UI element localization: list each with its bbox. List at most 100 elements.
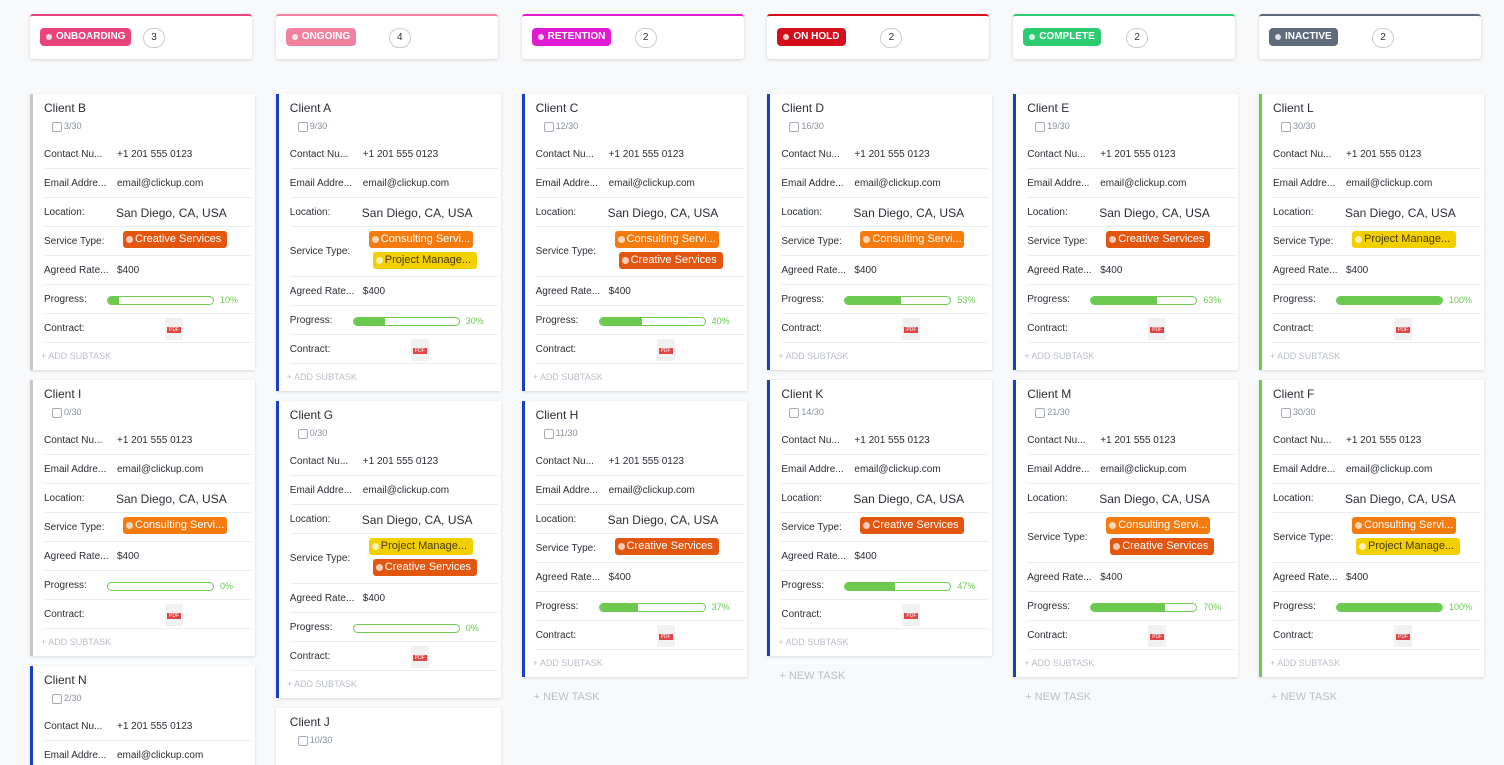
task-card[interactable]: Client A 9/30 Contact Nu... +1 201 555 0123… (275, 94, 501, 391)
status-badge[interactable]: ON HOLD (777, 28, 846, 46)
row-separator (289, 475, 498, 476)
status-badge[interactable]: ONBOARDING (40, 28, 132, 46)
field-label: Progress: (781, 579, 825, 591)
progress-bar (107, 295, 214, 305)
service-tag[interactable]: Project Manage... (1356, 538, 1460, 555)
card-title[interactable]: Client K (781, 387, 824, 401)
field-label: Service Type: (1027, 235, 1088, 247)
pdf-icon[interactable]: PDF (165, 317, 183, 340)
add-subtask[interactable]: + ADD SUBTASK (1024, 658, 1095, 668)
field-label: Location: (44, 206, 85, 218)
task-card[interactable]: Client H 11/30 Contact Nu... +1 201 555 012… (521, 401, 747, 677)
status-badge[interactable]: RETENTION (531, 28, 612, 46)
service-tag[interactable]: Consulting Servi... (1106, 517, 1211, 534)
task-card[interactable]: Client E 19/30 Contact Nu... +1 201 555 012… (1013, 94, 1239, 370)
task-card[interactable]: Client C 12/30 Contact Nu... +1 201 555 012… (521, 94, 747, 391)
pdf-icon[interactable]: PDF (1394, 317, 1412, 340)
pdf-icon[interactable]: PDF (902, 603, 921, 626)
add-subtask[interactable]: + ADD SUBTASK (778, 351, 849, 361)
card-title[interactable]: Client D (781, 101, 825, 115)
add-subtask[interactable]: + ADD SUBTASK (286, 372, 357, 382)
task-card[interactable]: Client J 10/30 (275, 708, 501, 765)
card-title[interactable]: Client M (1027, 387, 1072, 401)
status-badge[interactable]: COMPLETE (1023, 28, 1101, 46)
new-task[interactable]: + NEW TASK (1025, 691, 1092, 703)
add-subtask[interactable]: + ADD SUBTASK (1024, 351, 1095, 361)
row-separator (289, 276, 498, 277)
pdf-icon[interactable]: PDF (1148, 624, 1167, 647)
service-tag[interactable]: Project Manage... (368, 538, 473, 555)
add-subtask[interactable]: + ADD SUBTASK (41, 351, 112, 361)
row-separator (781, 599, 990, 600)
pdf-icon[interactable]: PDF (165, 603, 183, 626)
service-tag[interactable]: Consulting Servi... (1352, 517, 1456, 534)
pdf-icon[interactable]: PDF (1394, 624, 1412, 647)
service-tag[interactable]: Project Manage... (1352, 231, 1456, 248)
pdf-icon[interactable]: PDF (1148, 317, 1167, 340)
add-subtask[interactable]: + ADD SUBTASK (532, 372, 603, 382)
service-tag[interactable]: Creative Services (860, 517, 965, 534)
field-value: +1 201 555 0123 (608, 455, 684, 467)
field-value: +1 201 555 0123 (608, 148, 684, 160)
field-label: Email Addre... (535, 484, 598, 496)
task-card[interactable]: Client M 21/30 Contact Nu... +1 201 555 012… (1013, 380, 1239, 677)
pdf-icon[interactable]: PDF (410, 645, 429, 668)
new-task[interactable]: + NEW TASK (1271, 691, 1337, 703)
card-title[interactable]: Client H (535, 408, 579, 422)
tag-icon (621, 257, 629, 264)
task-card[interactable]: Client F 30/30 Contact Nu... +1 201 555 012… (1259, 380, 1484, 677)
task-card[interactable]: Client B 3/30 Contact Nu... +1 201 555 0123… (30, 94, 255, 370)
add-subtask[interactable]: + ADD SUBTASK (286, 679, 357, 689)
service-tag[interactable]: Consulting Servi... (860, 231, 965, 248)
add-subtask[interactable]: + ADD SUBTASK (1270, 351, 1341, 361)
row-separator (1273, 197, 1481, 198)
task-card[interactable]: Client D 16/30 Contact Nu... +1 201 555 012… (767, 94, 993, 370)
pdf-icon[interactable]: PDF (656, 624, 675, 647)
task-card[interactable]: Client G 0/30 Contact Nu... +1 201 555 0123… (275, 401, 501, 698)
task-card[interactable]: Client I 0/30 Contact Nu... +1 201 555 0123… (30, 380, 255, 656)
service-tag[interactable]: Creative Services (1110, 538, 1215, 555)
add-subtask[interactable]: + ADD SUBTASK (778, 637, 849, 647)
subtask-count: 16/30 (801, 121, 824, 131)
status-badge[interactable]: INACTIVE (1269, 28, 1338, 46)
service-tag[interactable]: Creative Services (614, 538, 719, 555)
add-subtask[interactable]: + ADD SUBTASK (532, 658, 603, 668)
field-label: Location: (781, 206, 822, 218)
pdf-icon[interactable]: PDF (656, 338, 675, 361)
service-tag[interactable]: Consulting Servi... (368, 231, 473, 248)
card-title[interactable]: Client N (44, 673, 87, 687)
row-separator (781, 313, 990, 314)
card-title[interactable]: Client F (1273, 387, 1315, 401)
card-title[interactable]: Client A (289, 101, 332, 115)
task-card[interactable]: Client L 30/30 Contact Nu... +1 201 555 012… (1259, 94, 1484, 370)
card-title[interactable]: Client E (1027, 101, 1070, 115)
card-title[interactable]: Client G (289, 408, 334, 422)
card-title[interactable]: Client L (1273, 101, 1314, 115)
pdf-icon[interactable]: PDF (410, 338, 429, 361)
new-task[interactable]: + NEW TASK (779, 670, 846, 682)
service-tag[interactable]: Creative Services (123, 231, 227, 248)
task-count: 2 (634, 28, 657, 48)
task-card[interactable]: Client N 2/30 Contact Nu... +1 201 555 0123… (30, 666, 255, 765)
pdf-icon[interactable]: PDF (902, 317, 921, 340)
new-task[interactable]: + NEW TASK (533, 691, 600, 703)
field-value: email@clickup.com (854, 177, 941, 189)
service-tag[interactable]: Project Manage... (372, 252, 477, 269)
card-title[interactable]: Client B (44, 101, 87, 115)
service-tag[interactable]: Creative Services (372, 559, 477, 576)
card-title[interactable]: Client J (289, 715, 330, 729)
row-separator (535, 620, 744, 621)
add-subtask[interactable]: + ADD SUBTASK (41, 637, 112, 647)
card-title[interactable]: Client C (535, 101, 579, 115)
row-separator (1273, 168, 1481, 169)
add-subtask[interactable]: + ADD SUBTASK (1270, 658, 1341, 668)
service-tag[interactable]: Creative Services (1106, 231, 1211, 248)
service-tag[interactable]: Consulting Servi... (123, 517, 227, 534)
row-separator (1273, 313, 1481, 314)
status-badge[interactable]: ONGOING (285, 28, 357, 46)
card-title[interactable]: Client I (44, 387, 82, 401)
row-separator (1273, 454, 1481, 455)
service-tag[interactable]: Creative Services (618, 252, 723, 269)
task-card[interactable]: Client K 14/30 Contact Nu... +1 201 555 012… (767, 380, 993, 656)
service-tag[interactable]: Consulting Servi... (614, 231, 719, 248)
